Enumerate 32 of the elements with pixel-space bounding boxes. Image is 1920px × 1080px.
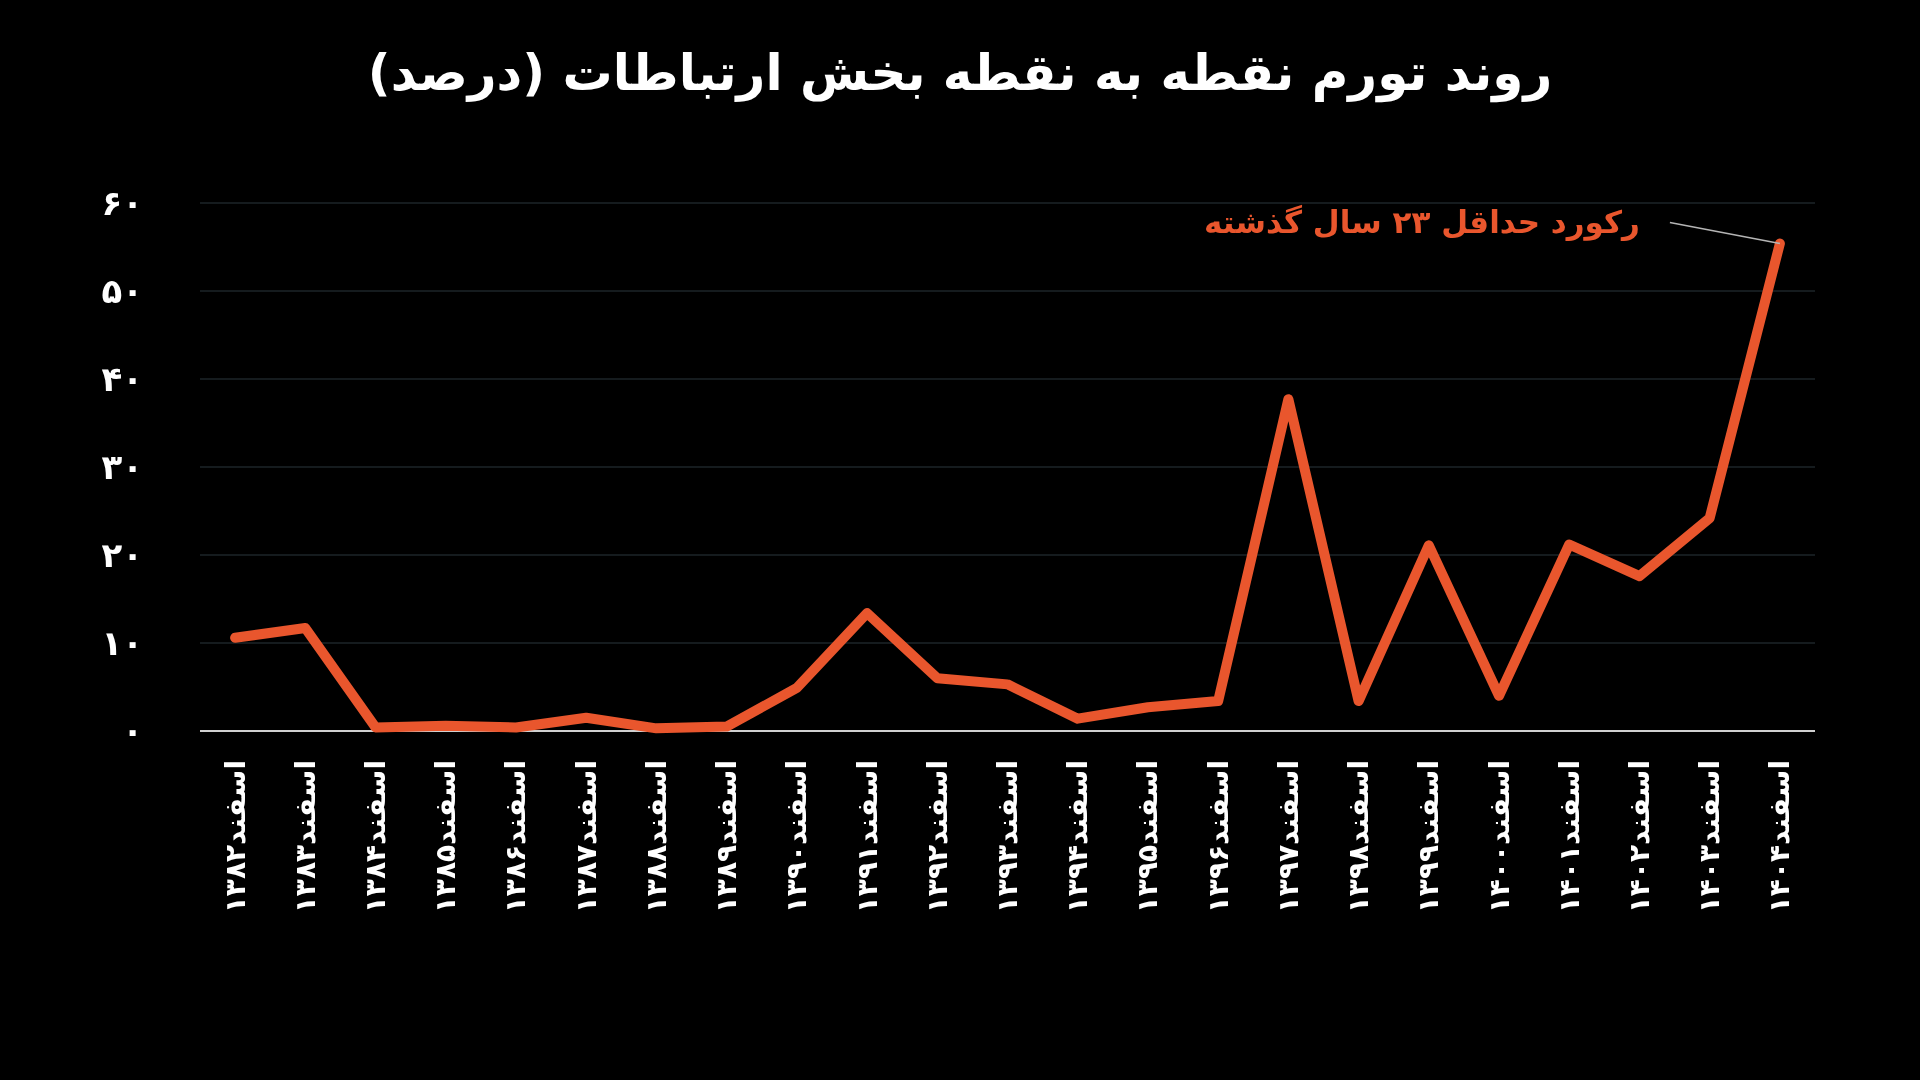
x-tick-label: اسفند۱۳۹۱ — [850, 760, 884, 914]
x-tick-label: اسفند۱۴۰۲ — [1622, 760, 1656, 914]
x-tick-label: اسفند۱۳۹۸ — [1342, 760, 1376, 914]
x-tick-label: اسفند۱۴۰۰ — [1482, 760, 1516, 914]
x-tick-label: اسفند۱۳۹۴ — [1061, 760, 1095, 914]
y-tick-label: ۵۰ — [101, 271, 143, 311]
y-tick-label: ۴۰ — [101, 359, 143, 399]
x-tick-label: اسفند۱۴۰۱ — [1552, 760, 1586, 914]
x-tick-label: اسفند۱۳۸۷ — [569, 760, 603, 914]
y-tick-label: ۱۰ — [101, 623, 143, 663]
x-tick-label: اسفند۱۳۸۲ — [218, 760, 252, 914]
x-tick-label: اسفند۱۳۹۶ — [1201, 760, 1235, 914]
annotation: رکورد حداقل ۲۳ سال گذشته — [1204, 204, 1640, 241]
x-tick-label: اسفند۱۳۹۲ — [920, 760, 954, 914]
title: روند تورم نقطه به نقطه بخش ارتباطات (درصد) — [367, 44, 1553, 102]
x-tick-label: اسفند۱۳۸۵ — [429, 760, 463, 914]
x-tick-label: اسفند۱۳۹۳ — [991, 760, 1024, 914]
x-tick-label: اسفند۱۳۹۵ — [1131, 760, 1165, 914]
x-tick-label: اسفند۱۳۸۴ — [359, 760, 393, 914]
x-tick-label: اسفند۱۳۸۶ — [499, 760, 533, 914]
y-tick-label: ۶۰ — [101, 183, 143, 223]
y-tick-label: ۳۰ — [101, 447, 143, 487]
x-tick-label: اسفند۱۳۹۰ — [780, 760, 814, 914]
x-tick-label: اسفند۱۳۸۹ — [710, 760, 744, 914]
x-tick-label: اسفند۱۳۸۸ — [639, 760, 673, 914]
y-tick-label: ۲۰ — [101, 535, 143, 575]
x-tick-label: اسفند۱۳۹۹ — [1412, 760, 1446, 914]
x-tick-label: اسفند۱۳۹۷ — [1271, 760, 1305, 914]
x-tick-label: اسفند۱۴۰۳ — [1693, 760, 1727, 914]
y-tick-label: ۰ — [122, 711, 143, 751]
x-tick-label: اسفند۱۳۸۳ — [288, 760, 322, 914]
x-tick-label: اسفند۱۴۰۴ — [1763, 760, 1797, 914]
